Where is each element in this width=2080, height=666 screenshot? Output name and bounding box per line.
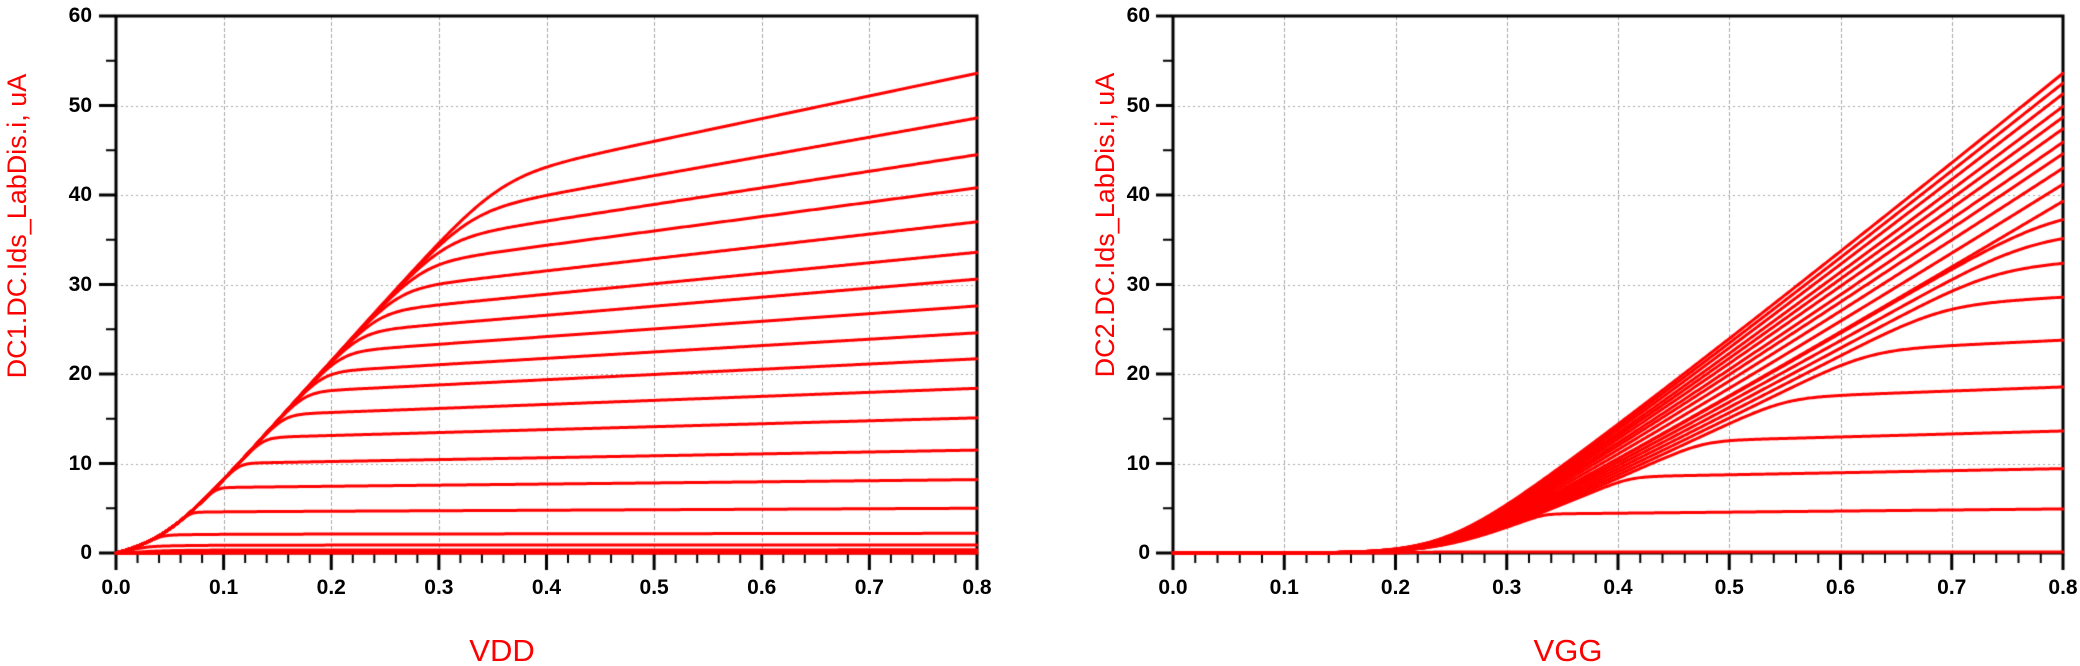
x-tick-label: 0.3 bbox=[424, 576, 454, 599]
y-tick-label: 10 bbox=[68, 451, 92, 475]
y-tick-label: 50 bbox=[68, 93, 92, 117]
x-tick-label: 0.8 bbox=[2048, 576, 2078, 599]
left-chart-y-axis-title: DC1.DC.Ids_LabDis.i, uA bbox=[2, 73, 32, 379]
x-tick-label: 0.2 bbox=[1380, 576, 1411, 599]
x-tick-label: 0.6 bbox=[1825, 576, 1856, 599]
y-tick-label: 40 bbox=[68, 183, 92, 206]
x-tick-label: 0.7 bbox=[854, 576, 884, 599]
x-tick-label: 0.0 bbox=[1158, 576, 1188, 599]
y-tick-label: 10 bbox=[1126, 451, 1150, 475]
x-tick-label: 0.8 bbox=[962, 576, 992, 599]
y-tick-label: 30 bbox=[1126, 272, 1150, 296]
x-tick-label: 0.6 bbox=[747, 576, 777, 599]
right-chart-x-axis-title: VGG bbox=[1533, 633, 1603, 666]
x-tick-label: 0.1 bbox=[1269, 576, 1299, 599]
y-tick-label: 0 bbox=[1138, 541, 1150, 564]
x-tick-label: 0.4 bbox=[531, 576, 562, 599]
y-tick-label: 60 bbox=[1126, 4, 1150, 27]
y-tick-label: 0 bbox=[80, 541, 92, 564]
y-tick-label: 50 bbox=[1126, 93, 1150, 117]
y-tick-label: 40 bbox=[1126, 183, 1150, 206]
output-characteristics-canvas bbox=[0, 0, 1040, 666]
x-tick-label: 0.3 bbox=[1492, 576, 1522, 599]
transfer-characteristics-chart: DC2.DC.Ids_LabDis.i, uA VGG 0.0 0.1 0.2 0.3… bbox=[1040, 0, 2080, 666]
x-tick-label: 0.1 bbox=[209, 576, 239, 599]
x-tick-label: 0.4 bbox=[1603, 576, 1633, 599]
x-tick-label: 0.2 bbox=[316, 576, 346, 599]
output-characteristics-chart: DC1.DC.Ids_LabDis.i, uA VDD 0.0 0.1 0.2 0.3… bbox=[0, 0, 1040, 666]
y-tick-label: 20 bbox=[68, 362, 92, 385]
x-tick-label: 0.5 bbox=[639, 576, 669, 599]
right-chart-y-axis-title: DC2.DC.Ids_LabDis.i, uA bbox=[1090, 72, 1120, 378]
y-tick-label: 60 bbox=[68, 4, 92, 27]
y-tick-label: 30 bbox=[68, 272, 92, 296]
y-tick-label: 20 bbox=[1126, 362, 1150, 385]
x-tick-label: 0.5 bbox=[1714, 576, 1744, 599]
left-chart-x-axis-title: VDD bbox=[469, 633, 535, 666]
transfer-characteristics-canvas bbox=[1040, 0, 2080, 666]
x-tick-label: 0.0 bbox=[101, 576, 131, 599]
x-tick-label: 0.7 bbox=[1937, 576, 1967, 599]
